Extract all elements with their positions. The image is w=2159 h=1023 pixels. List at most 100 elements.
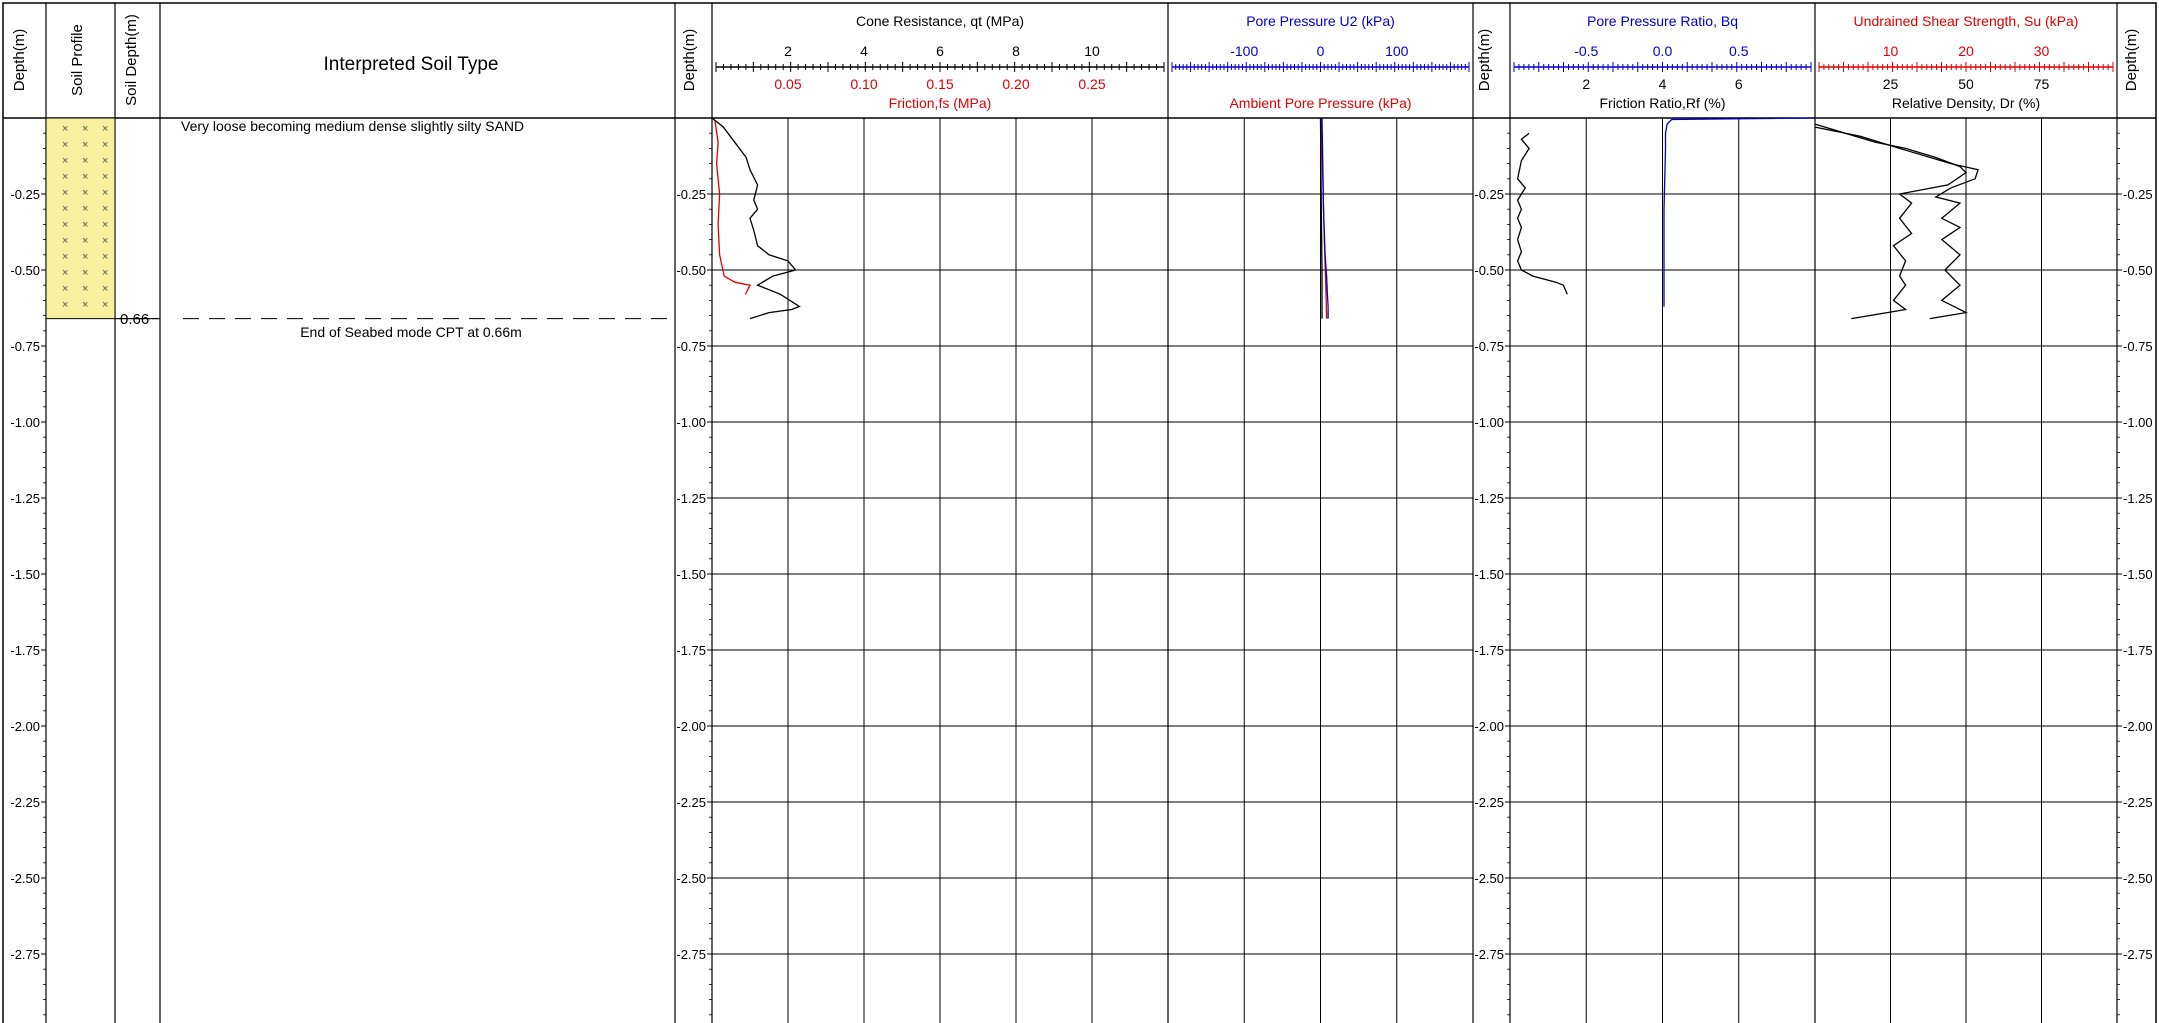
depth-tick-label: -0.75	[10, 339, 40, 354]
depth-tick-label: -0.25	[1474, 187, 1504, 202]
soil-hatch-mark: ×	[82, 219, 88, 231]
series-line-black	[1319, 117, 1323, 319]
soil-hatch-mark: ×	[62, 187, 68, 199]
axis-tick-label: 0.25	[1078, 76, 1105, 92]
depth-tick-label: -0.25	[2123, 187, 2153, 202]
soil-hatch-mark: ×	[102, 235, 108, 247]
axis-tick-label: 0.20	[1002, 76, 1029, 92]
soil-hatch-mark: ×	[82, 235, 88, 247]
depth-tick-label: -2.75	[1474, 947, 1504, 962]
soil-hatch-mark: ×	[62, 139, 68, 151]
depth-tick-label: -2.50	[676, 871, 706, 886]
depth-tick-label: -0.75	[2123, 339, 2153, 354]
axis-tick-label: 20	[1958, 43, 1974, 59]
depth-tick-label: -2.25	[676, 795, 706, 810]
depth-header-ratio: Depth(m)	[1476, 29, 1493, 92]
axis-tick-label: 30	[2034, 43, 2050, 59]
depth-tick-label: -1.75	[10, 643, 40, 658]
depth-tick-label: -2.00	[676, 719, 706, 734]
depth-tick-label: -0.25	[10, 187, 40, 202]
depth-tick-label: -1.75	[2123, 643, 2153, 658]
depth-tick-label: -2.75	[676, 947, 706, 962]
axis-tick-label: 4	[1659, 76, 1667, 92]
soil-hatch-mark: ×	[62, 219, 68, 231]
depth-tick-label: -0.50	[1474, 263, 1504, 278]
soil-hatch-mark: ×	[102, 203, 108, 215]
depth-tick-label: -1.00	[2123, 415, 2153, 430]
depth-header-left: Depth(m)	[11, 29, 28, 92]
axis-title: Friction,fs (MPa)	[889, 95, 992, 111]
depth-tick-label: -2.00	[1474, 719, 1504, 734]
axis-tick-label: 0.10	[850, 76, 877, 92]
axis-title: Friction Ratio,Rf (%)	[1599, 95, 1725, 111]
series-line-red	[714, 120, 751, 295]
depth-tick-label: -0.50	[10, 263, 40, 278]
soil-hatch-mark: ×	[82, 187, 88, 199]
axis-tick-label: 100	[1385, 43, 1409, 59]
axis-tick-label: 0.5	[1729, 43, 1749, 59]
soil-hatch-mark: ×	[102, 299, 108, 311]
panel-ratio: Pore Pressure Ratio, Bq -0.5 0.0 0.5 Frictio…	[1510, 13, 1816, 1023]
depth-tick-label: -1.75	[1474, 643, 1504, 658]
axis-tick-label: 2	[1582, 76, 1590, 92]
depth-tick-label: -2.50	[2123, 871, 2153, 886]
soil-hatch-mark: ×	[102, 219, 108, 231]
axis-title: Pore Pressure Ratio, Bq	[1587, 13, 1738, 29]
depth-tick-label: -1.00	[10, 415, 40, 430]
axis-tick-label: -0.5	[1574, 43, 1598, 59]
soil-hatch-mark: ×	[102, 139, 108, 151]
soil-hatch-mark: ×	[62, 299, 68, 311]
axis-tick-label: 75	[2034, 76, 2050, 92]
axis-tick-label: 0	[1317, 43, 1325, 59]
panel-cone: Cone Resistance, qt (MPa) 2 4 6 8 10 Friction,…	[711, 13, 1168, 1023]
axis-tick-label: 2	[784, 43, 792, 59]
soil-hatch-mark: ×	[102, 283, 108, 295]
series-line-black	[1814, 123, 1968, 320]
axis-tick-label: 4	[860, 43, 868, 59]
depth-tick-label: -2.25	[1474, 795, 1504, 810]
axis-tick-label: 25	[1883, 76, 1899, 92]
soil-hatch-mark: ×	[82, 299, 88, 311]
depth-tick-label: -2.00	[10, 719, 40, 734]
depth-tick-label: -2.75	[2123, 947, 2153, 962]
depth-tick-label: -1.25	[10, 491, 40, 506]
chart-panels: Cone Resistance, qt (MPa) 2 4 6 8 10 Friction,…	[711, 13, 2117, 1023]
soil-hatch-mark: ×	[82, 203, 88, 215]
series-line-black	[1516, 132, 1568, 295]
depth-tick-label: -1.50	[2123, 567, 2153, 582]
soil-hatch-mark: ×	[62, 283, 68, 295]
axis-tick-label: 6	[1735, 76, 1743, 92]
soil-hatch-mark: ×	[62, 155, 68, 167]
depth-tick-label: -1.50	[676, 567, 706, 582]
depth-tick-label: -1.75	[676, 643, 706, 658]
axis-title: Ambient Pore Pressure (kPa)	[1229, 95, 1411, 111]
depth-tick-label: -1.50	[1474, 567, 1504, 582]
soil-hatch-mark: ×	[62, 267, 68, 279]
axis-tick-label: 10	[1084, 43, 1100, 59]
soil-hatch-mark: ×	[62, 251, 68, 263]
soil-depth-header: Soil Depth(m)	[123, 14, 140, 106]
soil-profile-header: Soil Profile	[69, 24, 86, 96]
depth-tick-label: -1.00	[676, 415, 706, 430]
axis-title: Relative Density, Dr (%)	[1892, 95, 2040, 111]
axis-tick-label: 0.0	[1653, 43, 1673, 59]
axis-tick-label: 0.15	[926, 76, 953, 92]
soil-hatch-mark: ×	[62, 171, 68, 183]
soil-hatch-mark: ×	[62, 123, 68, 135]
panel-pore: Pore Pressure U2 (kPa) -100 0 100 Ambient Po…	[1168, 13, 1473, 1023]
soil-profile-fill	[45, 117, 116, 320]
depth-tick-label: -2.50	[10, 871, 40, 886]
soil-hatch-mark: ×	[102, 123, 108, 135]
depth-tick-label: -1.00	[1474, 415, 1504, 430]
soil-hatch-mark: ×	[102, 171, 108, 183]
series-line-blue	[1663, 117, 1816, 307]
interpreted-soil-header: Interpreted Soil Type	[324, 54, 499, 75]
depth-tick-label: -0.75	[1474, 339, 1504, 354]
soil-hatch-mark: ×	[82, 267, 88, 279]
panel-strength: Undrained Shear Strength, Su (kPa) 10 20 30…	[1814, 13, 2117, 1023]
soil-layer-bottom-label: 0.66	[120, 311, 149, 328]
depth-tick-label: -2.25	[10, 795, 40, 810]
soil-hatch-mark: ×	[82, 283, 88, 295]
